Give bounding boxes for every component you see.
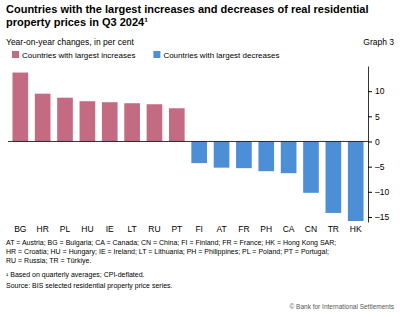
x-tick: AT xyxy=(216,222,226,234)
legend-item: Countries with largest increases xyxy=(12,51,135,60)
bars xyxy=(12,73,363,221)
x-tick-label: CN xyxy=(305,224,317,234)
bar xyxy=(147,104,163,141)
zero-line xyxy=(8,141,368,142)
x-tick-label: AT xyxy=(216,224,226,234)
x-tick: LT xyxy=(127,222,136,234)
x-tick: PL xyxy=(60,222,71,234)
bar xyxy=(191,141,207,163)
x-tick: HR xyxy=(37,222,49,234)
x-tick: HU xyxy=(81,222,93,234)
legend-swatch xyxy=(153,51,160,58)
source: Source: BIS selected residential propert… xyxy=(6,282,173,290)
abbreviations: HR = Croatia; HU = Hungary; IE = Ireland… xyxy=(6,248,329,256)
x-tick-label: BG xyxy=(14,224,26,234)
y-tick: –10 xyxy=(368,187,389,197)
bar xyxy=(281,141,297,173)
y-tick: –5 xyxy=(368,162,385,172)
x-tick: RU xyxy=(148,222,160,234)
x-tick: HK xyxy=(350,222,362,234)
x-tick: TR xyxy=(328,222,339,234)
bar xyxy=(348,141,364,221)
x-tick-label: RU xyxy=(148,224,160,234)
copyright: © Bank for International Settlements xyxy=(289,303,394,310)
x-tick: CN xyxy=(305,222,317,234)
bar xyxy=(102,102,118,141)
bar xyxy=(236,141,252,168)
y-tick-mark xyxy=(368,192,372,193)
legend-label: Countries with largest increases xyxy=(22,51,135,60)
legend-item: Countries with largest decreases xyxy=(153,51,279,60)
footnote: ¹ Based on quarterly averages; CPI-defla… xyxy=(6,271,145,279)
x-tick-label: HR xyxy=(37,224,49,234)
y-tick: 10 xyxy=(368,86,385,96)
y-tick-label: –10 xyxy=(375,187,389,197)
abbreviations: AT = Austria; BG = Bulgaria; CA = Canada… xyxy=(6,239,336,247)
y-axis-line xyxy=(368,67,369,223)
x-tick-label: IE xyxy=(106,224,114,234)
y-tick-mark xyxy=(368,217,372,218)
x-tick-label: HK xyxy=(350,224,362,234)
x-tick-label: CA xyxy=(283,224,295,234)
x-tick: PT xyxy=(171,222,182,234)
y-tick-mark xyxy=(368,116,372,117)
graph-label: Graph 3 xyxy=(363,37,394,47)
y-tick-label: –15 xyxy=(375,212,389,222)
x-tick-label: PH xyxy=(260,224,272,234)
bar xyxy=(169,108,185,141)
x-tick: FR xyxy=(238,222,249,234)
y-tick-mark xyxy=(368,167,372,168)
y-tick-label: 0 xyxy=(375,137,380,147)
x-tick-label: FR xyxy=(238,224,249,234)
y-axis: –15 –10 –5 0 5 10 xyxy=(368,67,389,223)
subtitle: Year-on-year changes, in per cent xyxy=(6,37,134,47)
x-tick: IE xyxy=(106,222,114,234)
y-tick-label: –5 xyxy=(375,162,385,172)
bar xyxy=(326,141,342,212)
y-tick: –15 xyxy=(368,212,389,222)
x-axis: BG HR PL HU IE LT RU PT FI AT FR PH CA CN TR HK xyxy=(14,222,362,234)
y-tick: 0 xyxy=(368,137,380,147)
x-tick: BG xyxy=(14,222,26,234)
x-tick: CA xyxy=(283,222,295,234)
x-tick: FI xyxy=(195,222,203,234)
x-tick-label: PL xyxy=(60,224,71,234)
title-line: property prices in Q3 2024¹ xyxy=(6,16,148,28)
bar xyxy=(258,141,274,171)
bar xyxy=(57,98,73,142)
bar xyxy=(80,101,96,141)
y-tick-mark xyxy=(368,91,372,92)
y-tick-label: 5 xyxy=(375,112,380,122)
title-line: Countries with the largest increases and… xyxy=(6,3,369,15)
abbreviations: RU = Russia; TR = Türkiye. xyxy=(6,257,91,265)
bar xyxy=(124,103,140,141)
x-tick-label: PT xyxy=(171,224,182,234)
title: Countries with the largest increases and… xyxy=(6,3,369,28)
y-tick-mark xyxy=(368,141,372,142)
x-tick-label: HU xyxy=(81,224,93,234)
legend-label: Countries with largest decreases xyxy=(163,51,279,60)
y-tick-label: 10 xyxy=(375,86,385,96)
x-tick-label: FI xyxy=(195,224,203,234)
y-tick: 5 xyxy=(368,112,380,122)
x-tick-label: LT xyxy=(127,224,136,234)
x-tick: PH xyxy=(260,222,272,234)
bar xyxy=(12,73,28,142)
x-tick-label: TR xyxy=(328,224,339,234)
legend-swatch xyxy=(12,51,19,58)
bar xyxy=(35,94,51,142)
bar xyxy=(303,141,319,192)
chart: Countries with the largest increases and… xyxy=(0,0,400,317)
bar xyxy=(214,141,230,167)
legend: Countries with largest increases Countrie… xyxy=(12,51,279,60)
